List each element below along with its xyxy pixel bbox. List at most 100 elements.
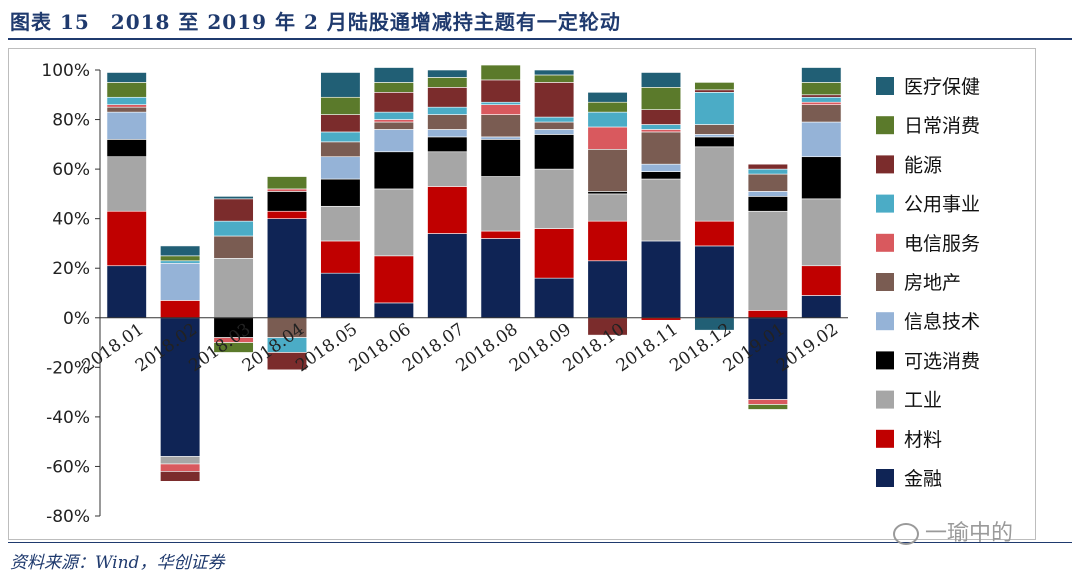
bar-segment: [160, 471, 201, 482]
bar-segment: [587, 111, 628, 128]
bar-segment: [534, 168, 575, 229]
y-tick-label: 100%: [41, 61, 90, 81]
bar-segment: [534, 82, 575, 118]
bar-segment: [534, 228, 575, 279]
bar-segment: [427, 136, 468, 153]
bar-segment: [801, 156, 842, 200]
bar-segment: [213, 196, 254, 200]
bar-segment: [320, 72, 361, 98]
bar-segment: [160, 463, 201, 472]
source-divider: [8, 542, 1072, 543]
bar-segment: [801, 101, 842, 105]
bar-segment: [373, 151, 414, 190]
bar-segment: [587, 260, 628, 319]
legend-swatch: [876, 273, 894, 291]
y-tick-label: 0%: [63, 309, 90, 329]
legend-label: 公用事业: [904, 194, 980, 216]
bar-segment: [160, 456, 201, 465]
legend-swatch: [876, 390, 894, 409]
bar-segment: [747, 163, 788, 170]
bar-segment: [320, 156, 361, 180]
bar-segment: [801, 67, 842, 83]
bar-segment: [106, 72, 147, 83]
legend-swatch: [876, 194, 894, 213]
bar-segment: [106, 106, 147, 113]
bar-segment: [480, 136, 521, 140]
bar-segment: [373, 188, 414, 257]
wechat-icon: [893, 523, 919, 545]
watermark: 一瑜中的: [893, 515, 1013, 547]
legend-swatch: [876, 312, 894, 331]
legend-swatch: [876, 469, 894, 487]
bar-segment: [640, 163, 682, 172]
bar-segment: [747, 191, 788, 197]
y-tick-label: 60%: [52, 160, 90, 180]
bar-segment: [213, 198, 254, 222]
bar-segment: [801, 96, 842, 103]
legend-label: 房地产: [904, 272, 961, 294]
bar-segment: [320, 141, 361, 158]
bar-segment: [694, 245, 735, 319]
legend-swatch: [876, 155, 894, 174]
bar-segment: [320, 205, 361, 242]
bar-segment: [534, 121, 575, 130]
bar-segment: [427, 87, 468, 108]
bar-segment: [534, 74, 575, 83]
bar-segment: [480, 176, 521, 232]
bar-segment: [373, 82, 414, 93]
bar-segment: [534, 116, 575, 123]
bar-segment: [747, 317, 788, 400]
source-note: 资料来源：Wind，华创证券: [10, 553, 225, 573]
bar-segment: [694, 89, 735, 93]
bar-segment: [160, 317, 201, 457]
bar-segment: [160, 255, 201, 262]
bar-segment: [587, 148, 628, 192]
legend-swatch: [876, 233, 894, 252]
bar-segment: [534, 277, 575, 319]
bar-segment: [427, 106, 468, 115]
bar-segment: [747, 404, 788, 410]
bar-segment: [427, 186, 468, 234]
bar-segment: [747, 210, 788, 311]
bar-segment: [480, 114, 521, 138]
bar-segment: [213, 235, 254, 259]
bar-segment: [106, 156, 147, 212]
bar-segment: [694, 134, 735, 138]
bar-segment: [106, 210, 147, 267]
bar-segment: [480, 101, 521, 105]
bar-segment: [160, 260, 201, 264]
bar-segment: [106, 139, 147, 158]
bar-segment: [266, 191, 308, 212]
bar-segment: [747, 310, 788, 319]
legend-label: 医疗保健: [904, 76, 980, 98]
bar-segment: [640, 109, 682, 125]
bar-segment: [427, 151, 468, 187]
bar-segment: [266, 176, 308, 190]
bar-segment: [266, 188, 308, 192]
bar-segment: [373, 302, 414, 319]
bar-segment: [534, 69, 575, 76]
bar-segment: [213, 342, 254, 353]
bar-segment: [640, 178, 682, 242]
bar-segment: [747, 168, 788, 175]
bar-segment: [694, 82, 735, 91]
legend-label: 日常消费: [904, 115, 980, 137]
bar-segment: [587, 220, 628, 262]
bar-segment: [480, 238, 521, 319]
bar-segment: [427, 233, 468, 319]
bar-segment: [694, 91, 735, 125]
bar-segment: [747, 399, 788, 405]
y-tick-label: -80%: [46, 507, 90, 527]
bar-segment: [160, 262, 201, 301]
bar-segment: [480, 104, 521, 115]
bar-segment: [266, 210, 308, 219]
bar-segment: [106, 265, 147, 319]
bar-segment: [427, 114, 468, 130]
bar-segment: [320, 272, 361, 319]
legend-label: 电信服务: [904, 233, 980, 255]
legend-swatch: [876, 77, 894, 95]
bar-segment: [640, 129, 682, 133]
bar-segment: [320, 178, 361, 207]
bar-segment: [801, 104, 842, 123]
bar-segment: [747, 196, 788, 212]
